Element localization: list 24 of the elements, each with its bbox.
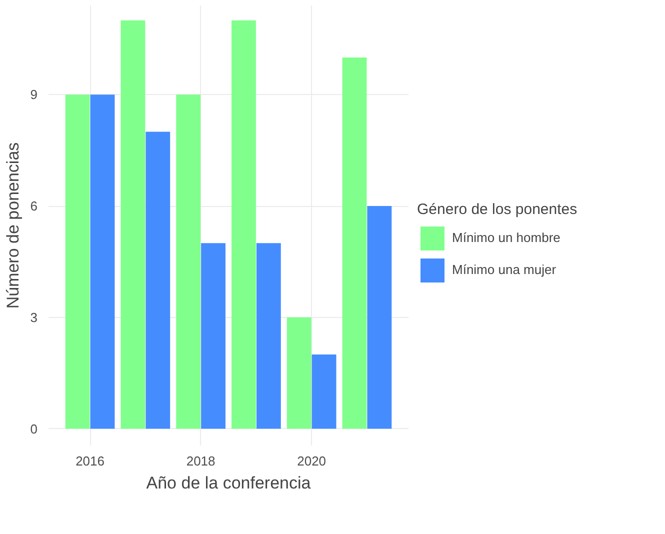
bar bbox=[65, 94, 90, 429]
legend-title: Género de los ponentes bbox=[417, 200, 578, 218]
legend-label: Mínimo un hombre bbox=[452, 230, 560, 245]
x-tick-label: 2020 bbox=[297, 454, 326, 468]
bar bbox=[342, 57, 367, 429]
bar bbox=[286, 317, 312, 429]
y-tick-label: 6 bbox=[30, 198, 38, 214]
bar bbox=[90, 94, 115, 429]
y-tick-label: 0 bbox=[30, 421, 38, 436]
bar bbox=[146, 132, 170, 429]
y-tick-label: 9 bbox=[30, 87, 38, 102]
x-axis-title: Año de la conferencia bbox=[146, 474, 312, 492]
legend-label: Mínimo una mujer bbox=[452, 262, 556, 277]
bar bbox=[256, 243, 281, 429]
x-tick-label: 2016 bbox=[76, 454, 104, 468]
bar bbox=[232, 20, 256, 429]
y-axis-title: Número de ponencias bbox=[3, 142, 22, 309]
bar bbox=[312, 354, 336, 429]
bar bbox=[201, 243, 226, 429]
y-tick-label: 3 bbox=[30, 310, 38, 325]
bar bbox=[367, 206, 392, 429]
bar bbox=[176, 94, 201, 429]
x-tick-label: 2018 bbox=[186, 454, 216, 468]
bar bbox=[120, 20, 146, 429]
